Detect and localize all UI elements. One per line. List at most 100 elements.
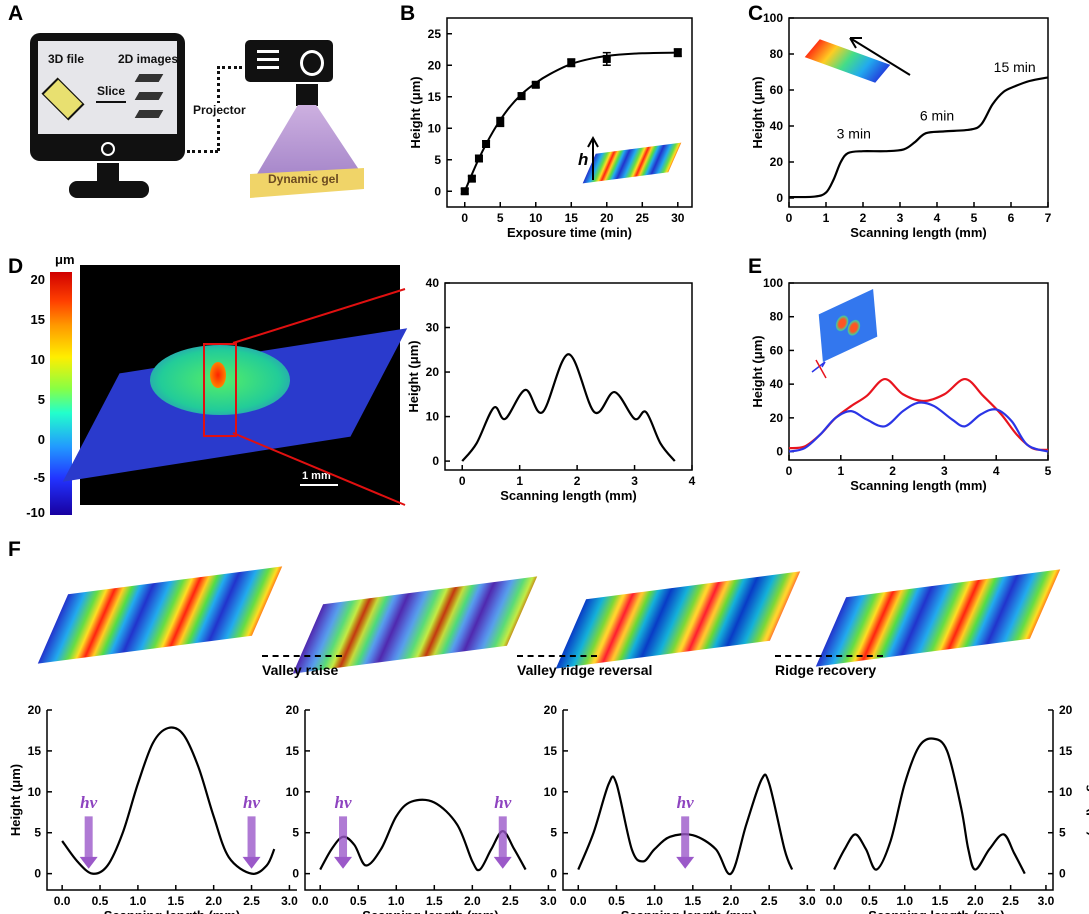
annotation-label: 6 min — [920, 108, 954, 124]
x-tick-label: 2.5 — [502, 894, 519, 908]
zoom-line — [232, 432, 406, 506]
y-tick-label: 100 — [763, 11, 783, 25]
hv-arrow-icon — [247, 816, 256, 862]
hv-arrowhead-icon — [79, 856, 98, 869]
x-axis-label: Scanning length (mm) — [850, 478, 987, 493]
y-tick-label: 10 — [426, 410, 440, 424]
x-axis-label: Scanning length (mm) — [868, 908, 1005, 914]
y-tick-label: 40 — [770, 119, 784, 133]
plot-frame — [788, 282, 1049, 461]
x-axis-label: Scanning length (mm) — [362, 908, 499, 914]
data-point — [673, 48, 682, 57]
data-point — [474, 154, 483, 163]
data-point — [602, 54, 611, 63]
projector-nozzle — [296, 84, 318, 106]
step-arrow — [775, 655, 883, 657]
y-tick-label: 60 — [770, 83, 784, 97]
x-tick-label: 2 — [889, 464, 896, 478]
colorbar-tick: 10 — [30, 352, 45, 367]
y-axis-label: Height (μm) — [8, 764, 23, 836]
series-line-profile — [577, 773, 794, 876]
y-tick-label: 60 — [770, 343, 784, 357]
monitor-stand — [97, 163, 119, 181]
y-axis-label: Height (μm) — [750, 76, 765, 148]
x-tick-label: 0 — [786, 211, 793, 225]
series-line-profile — [788, 76, 1049, 199]
selection-box — [203, 343, 237, 437]
step-label-valley-raise: Valley raise — [262, 662, 339, 678]
x-tick-label: 2 — [574, 474, 581, 488]
power-button-icon — [101, 142, 115, 156]
panel-label-a: A — [8, 2, 24, 25]
y-tick-label: 20 — [770, 411, 784, 425]
x-tick-label: 1.0 — [646, 894, 663, 908]
y-tick-label: 20 — [428, 58, 442, 72]
x-tick-label: 0 — [786, 464, 793, 478]
y-tick-label: 80 — [770, 310, 784, 324]
y-axis-label: Height (μm) — [750, 335, 765, 407]
x-tick-label: 0.5 — [861, 894, 878, 908]
x-axis-label: Scanning length (mm) — [500, 488, 637, 503]
colorbar-tick: -5 — [33, 470, 45, 485]
y-tick-label: 15 — [1059, 744, 1073, 758]
slice-label: Slice — [97, 84, 126, 98]
step-arrow — [517, 655, 597, 657]
panel-label-b: B — [400, 2, 416, 25]
dotted-connector — [187, 150, 218, 153]
x-axis-label: Scanning length (mm) — [104, 908, 241, 914]
x-tick-label: 20 — [600, 211, 614, 225]
y-tick-label: 20 — [426, 365, 440, 379]
plot-frame — [788, 17, 1049, 208]
x-axis-label: Scanning length (mm) — [850, 225, 987, 240]
y-tick-label: 40 — [770, 377, 784, 391]
x-tick-label: 3 — [897, 211, 904, 225]
x-tick-label: 3 — [941, 464, 948, 478]
chart-b: 0 5 10 15 20 25 30 0 5 10 15 20 25 Exposure time (min… — [408, 17, 693, 240]
red-scan-direction-icon — [815, 359, 827, 379]
slice-arrow-icon — [96, 101, 126, 103]
hv-arrow-icon — [498, 816, 507, 862]
central-peak — [210, 362, 226, 388]
inset-h-label: h — [578, 150, 588, 169]
y-tick-label: 40 — [426, 276, 440, 290]
y-tick-label: 0 — [432, 454, 439, 468]
panel-label-f: F — [8, 538, 21, 561]
colorbar-tick: 20 — [30, 272, 45, 287]
y-tick-label: 0 — [434, 184, 441, 198]
hv-arrowhead-icon — [676, 856, 695, 869]
panel-label-d: D — [8, 255, 24, 278]
data-point — [460, 187, 469, 196]
x-tick-label: 1.5 — [426, 894, 443, 908]
monitor-base — [69, 181, 149, 198]
y-tick-label: 10 — [428, 121, 442, 135]
3d-file-label: 3D file — [48, 52, 85, 66]
x-tick-label: 5 — [971, 211, 978, 225]
y-tick-label: 15 — [428, 90, 442, 104]
projector-lens-icon — [300, 50, 324, 76]
y-tick-label: 0 — [1059, 867, 1066, 881]
x-tick-label: 0.5 — [608, 894, 625, 908]
data-point — [517, 92, 526, 101]
x-tick-label: 1.5 — [932, 894, 949, 908]
x-tick-label: 2.0 — [967, 894, 984, 908]
y-tick-label: 30 — [426, 321, 440, 335]
hv-label: hν — [243, 793, 260, 812]
projector-vents-icon — [257, 50, 279, 53]
x-tick-label: 0.0 — [312, 894, 329, 908]
hv-arrowhead-icon — [242, 856, 261, 869]
y-tick-label: 0 — [550, 867, 557, 881]
zoom-line — [232, 288, 406, 344]
y-tick-label: 20 — [286, 703, 300, 717]
x-tick-label: 0.0 — [570, 894, 587, 908]
chart-f2: 0.0 0.5 1.0 1.5 2.0 2.5 3.0 0 5 10 15 20 Scanning le… — [286, 703, 557, 914]
x-axis-label: Scanning length (mm) — [621, 908, 758, 914]
step-label-valley-ridge-reversal: Valley ridge reversal — [517, 662, 653, 678]
2d-images-label: 2D images — [118, 52, 179, 66]
x-tick-label: 2.5 — [1002, 894, 1019, 908]
x-tick-label: 0.0 — [826, 894, 843, 908]
data-point — [531, 80, 540, 89]
x-tick-label: 2.0 — [723, 894, 740, 908]
hv-label: hν — [677, 793, 694, 812]
data-point — [496, 117, 505, 126]
